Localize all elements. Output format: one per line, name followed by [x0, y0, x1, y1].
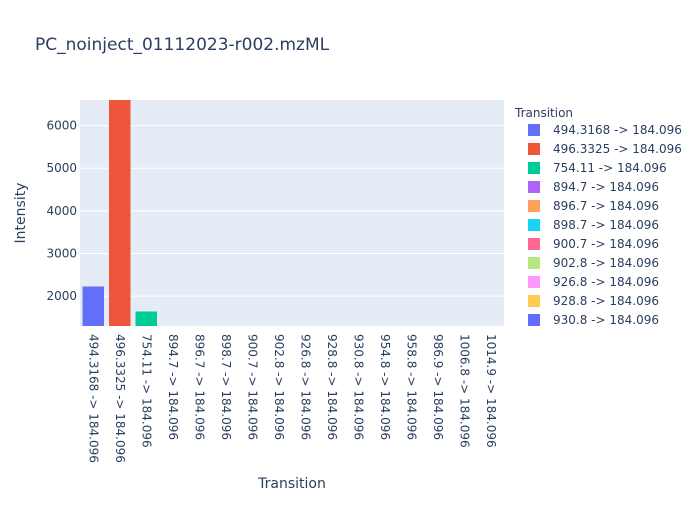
legend-label[interactable]: 902.8 -> 184.096 — [553, 256, 659, 270]
legend-swatch[interactable] — [528, 181, 540, 193]
x-tick-label: 496.3325 -> 184.096 — [113, 334, 127, 463]
legend: Transition 494.3168 -> 184.096 496.3325 -… — [514, 106, 682, 327]
legend-swatch[interactable] — [528, 238, 540, 250]
chart-title: PC_noinject_01112023-r002.mzML — [35, 35, 330, 55]
legend-label[interactable]: 754.11 -> 184.096 — [553, 161, 667, 175]
legend-swatch[interactable] — [528, 257, 540, 269]
x-tick-label: 494.3168 -> 184.096 — [86, 334, 100, 463]
x-tick-label: 954.8 -> 184.096 — [378, 334, 392, 440]
y-tick-label: 6000 — [46, 119, 77, 133]
legend-title: Transition — [514, 106, 573, 120]
legend-label[interactable]: 930.8 -> 184.096 — [553, 313, 659, 327]
x-tick-label: 928.8 -> 184.096 — [325, 334, 339, 440]
legend-label[interactable]: 496.3325 -> 184.096 — [553, 142, 682, 156]
legend-swatch[interactable] — [528, 162, 540, 174]
legend-swatch[interactable] — [528, 295, 540, 307]
bar[interactable] — [82, 286, 104, 326]
x-tick-label: 898.7 -> 184.096 — [219, 334, 233, 440]
x-tick-label: 930.8 -> 184.096 — [351, 334, 365, 440]
x-tick-label: 902.8 -> 184.096 — [272, 334, 286, 440]
bar[interactable] — [135, 311, 157, 326]
x-tick-label: 1014.9 -> 184.096 — [484, 334, 498, 448]
x-axis-ticks: 494.3168 -> 184.096 496.3325 -> 184.096 75… — [86, 334, 498, 463]
y-tick-label: 3000 — [46, 247, 77, 261]
y-axis-title: Intensity — [13, 183, 29, 244]
x-tick-label: 754.11 -> 184.096 — [139, 334, 153, 448]
x-tick-label: 958.8 -> 184.096 — [404, 334, 418, 440]
legend-label[interactable]: 894.7 -> 184.096 — [553, 180, 659, 194]
x-tick-label: 986.9 -> 184.096 — [431, 334, 445, 440]
legend-swatch[interactable] — [528, 276, 540, 288]
x-tick-label: 1006.8 -> 184.096 — [457, 334, 471, 448]
legend-swatch[interactable] — [528, 219, 540, 231]
legend-swatch[interactable] — [528, 314, 540, 326]
y-axis-ticks: 2000 3000 4000 5000 6000 — [46, 119, 77, 304]
x-axis-title: Transition — [257, 476, 326, 492]
gridlines — [80, 125, 504, 297]
legend-label[interactable]: 898.7 -> 184.096 — [553, 218, 659, 232]
bars — [82, 100, 157, 326]
x-tick-label: 896.7 -> 184.096 — [192, 334, 206, 440]
legend-items: 494.3168 -> 184.096 496.3325 -> 184.096 75… — [528, 123, 682, 327]
legend-swatch[interactable] — [528, 200, 540, 212]
legend-swatch[interactable] — [528, 143, 540, 155]
y-tick-label: 4000 — [46, 204, 77, 218]
y-tick-label: 2000 — [46, 289, 77, 303]
bar[interactable] — [109, 100, 131, 326]
legend-label[interactable]: 926.8 -> 184.096 — [553, 275, 659, 289]
legend-swatch[interactable] — [528, 124, 540, 136]
x-tick-label: 900.7 -> 184.096 — [245, 334, 259, 440]
plot-area — [80, 100, 504, 326]
legend-label[interactable]: 900.7 -> 184.096 — [553, 237, 659, 251]
legend-label[interactable]: 928.8 -> 184.096 — [553, 294, 659, 308]
legend-label[interactable]: 896.7 -> 184.096 — [553, 199, 659, 213]
x-tick-label: 926.8 -> 184.096 — [298, 334, 312, 440]
legend-label[interactable]: 494.3168 -> 184.096 — [553, 123, 682, 137]
x-tick-label: 894.7 -> 184.096 — [166, 334, 180, 440]
y-tick-label: 5000 — [46, 161, 77, 175]
